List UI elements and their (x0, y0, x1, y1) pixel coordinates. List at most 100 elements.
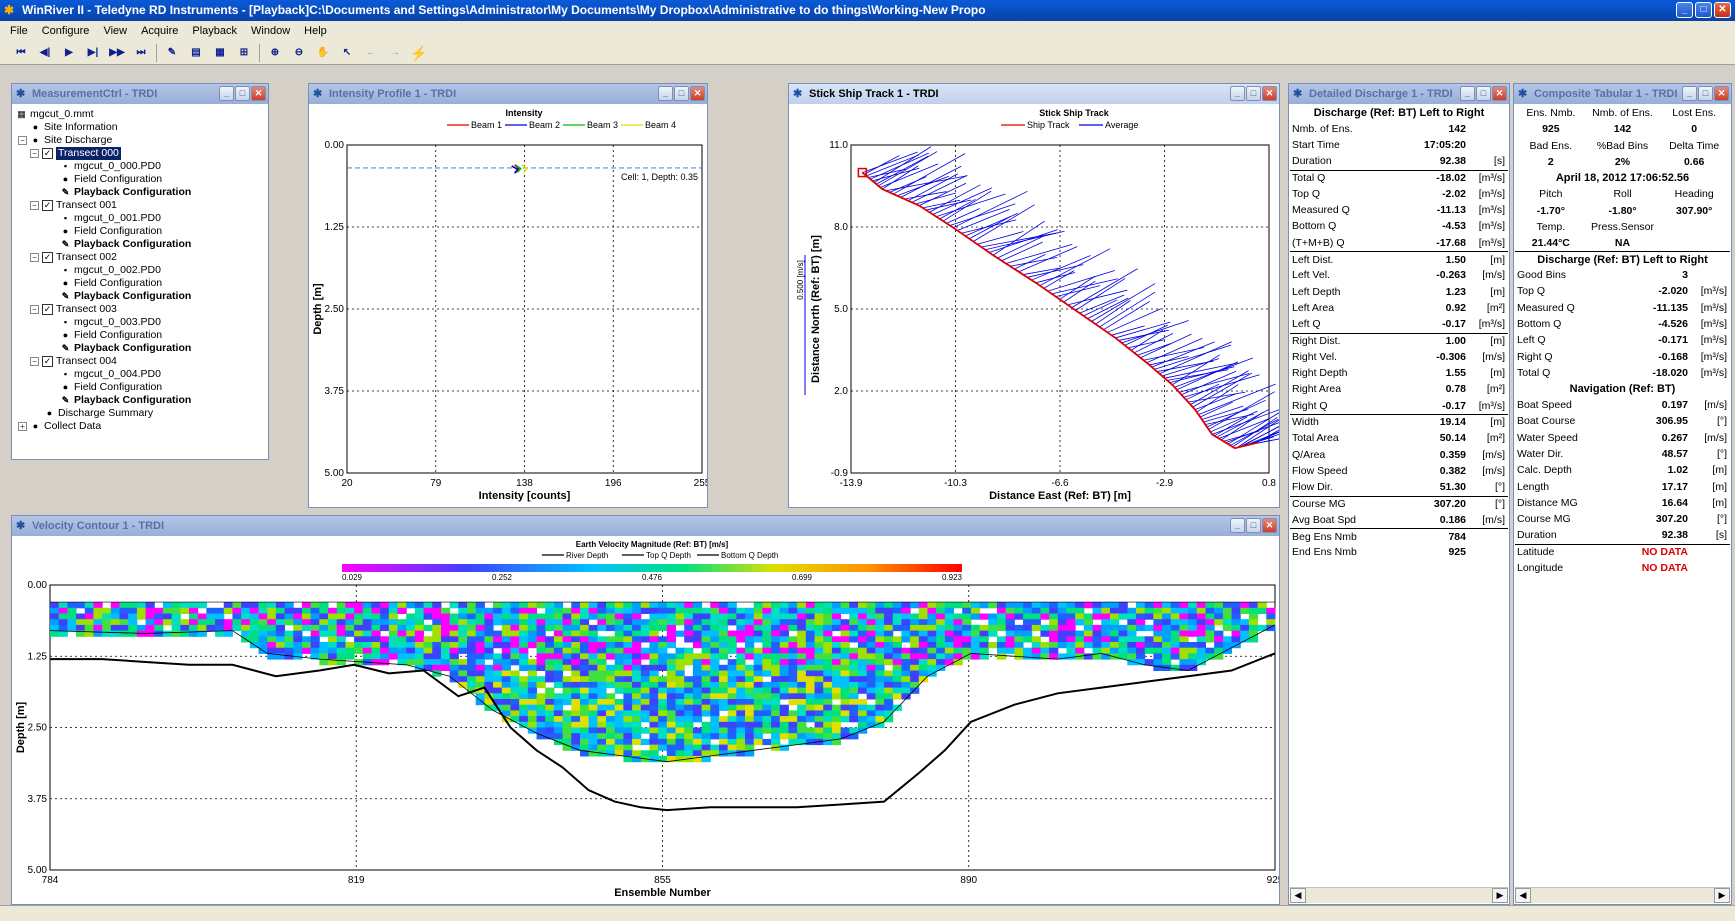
forward-arrow-icon[interactable]: → (390, 46, 400, 58)
panel-maximize-button[interactable]: □ (1476, 86, 1491, 101)
panel-maximize-button[interactable]: □ (235, 86, 250, 101)
step-forward-icon[interactable]: ▶| (87, 46, 99, 58)
transect-checkbox[interactable]: ✓ (42, 200, 53, 211)
panel-close-button[interactable]: ✕ (1492, 86, 1507, 101)
intensity-panel-title[interactable]: ✱ Intensity Profile 1 - TRDI _ □ ✕ (309, 84, 707, 104)
grid-icon[interactable]: ⊞ (239, 46, 249, 58)
tree-item-field-configuration[interactable]: ● Field Configuration (16, 225, 266, 238)
menu-acquire[interactable]: Acquire (141, 25, 179, 37)
menu-window[interactable]: Window (251, 25, 291, 37)
close-button[interactable]: ✕ (1714, 2, 1731, 18)
pointer-icon[interactable]: ↖ (342, 46, 352, 58)
lightning-icon[interactable]: ⚡ (410, 44, 428, 61)
velocity-contour-chart[interactable]: Earth Velocity Magnitude (Ref: BT) [m/s]… (12, 537, 1279, 904)
tree-item-mmt-file[interactable]: ▦ mgcut_0.mmt (17, 108, 94, 120)
panel-close-button[interactable]: ✕ (1262, 86, 1277, 101)
panel-minimize-button[interactable]: _ (1230, 518, 1245, 533)
step-back-icon[interactable]: ◀| (39, 46, 51, 58)
collapse-icon[interactable]: − (30, 253, 39, 262)
zoom-in-icon[interactable]: ⊕ (270, 46, 280, 58)
menu-configure[interactable]: Configure (41, 25, 90, 37)
panel-close-button[interactable]: ✕ (690, 86, 705, 101)
velocity-panel-title[interactable]: ✱ Velocity Contour 1 - TRDI _ □ ✕ (12, 516, 1279, 536)
tree-item-site-discharge[interactable]: − ● Site Discharge (16, 134, 266, 147)
transect-checkbox[interactable]: ✓ (42, 148, 53, 159)
pan-hand-icon[interactable]: ✋ (316, 46, 330, 58)
collapse-icon[interactable]: − (30, 201, 39, 210)
tree-item-collect-data[interactable]: + ● Collect Data (16, 420, 266, 433)
horizontal-scrollbar[interactable]: ◀ ▶ (1515, 887, 1730, 903)
tree-item-playback-configuration[interactable]: ✎ Playback Configuration (61, 290, 192, 302)
tree-item-pd0-file[interactable]: ▪ mgcut_0_000.PD0 (16, 160, 266, 173)
tree-item-discharge-summary[interactable]: ● Discharge Summary (16, 407, 266, 420)
menu-playback[interactable]: Playback (192, 25, 238, 37)
play-icon[interactable]: ▶ (65, 46, 73, 58)
tree-item-field-configuration[interactable]: ● Field Configuration (16, 329, 266, 342)
scroll-right-icon[interactable]: ▶ (1714, 888, 1730, 903)
menu-help[interactable]: Help (304, 25, 327, 37)
horizontal-scrollbar[interactable]: ◀ ▶ (1290, 887, 1508, 903)
scroll-left-icon[interactable]: ◀ (1515, 888, 1531, 903)
panel-minimize-button[interactable]: _ (1682, 86, 1697, 101)
collapse-icon[interactable]: − (30, 149, 39, 158)
collapse-icon[interactable]: − (30, 357, 39, 366)
transect-checkbox[interactable]: ✓ (42, 252, 53, 263)
transect-checkbox[interactable]: ✓ (42, 356, 53, 367)
panel-maximize-button[interactable]: □ (1246, 518, 1261, 533)
collapse-icon[interactable]: − (30, 305, 39, 314)
velocity-cell (232, 607, 242, 614)
stick-panel-title[interactable]: ✱ Stick Ship Track 1 - TRDI _ □ ✕ (789, 84, 1279, 104)
panel-minimize-button[interactable]: _ (1230, 86, 1245, 101)
tree-item-pd0-file[interactable]: ▪ mgcut_0_003.PD0 (16, 316, 266, 329)
tree-item-playback-configuration[interactable]: ✎ Playback Configuration (61, 238, 192, 250)
velocity-cell (736, 716, 746, 723)
panel-minimize-button[interactable]: _ (219, 86, 234, 101)
zoom-out-icon[interactable]: ⊖ (294, 46, 304, 58)
scroll-right-icon[interactable]: ▶ (1492, 888, 1508, 903)
scroll-left-icon[interactable]: ◀ (1290, 888, 1306, 903)
tree-item-field-configuration[interactable]: ● Field Configuration (16, 173, 266, 186)
panel-close-button[interactable]: ✕ (251, 86, 266, 101)
detailed-panel-title[interactable]: ✱ Detailed Discharge 1 - TRDI _ □ ✕ (1289, 84, 1509, 104)
tree-item-site-information[interactable]: ● Site Information (16, 121, 266, 134)
composite-panel-title[interactable]: ✱ Composite Tabular 1 - TRDI _ □ ✕ (1514, 84, 1731, 104)
tree-item-field-configuration[interactable]: ● Field Configuration (16, 277, 266, 290)
tree-item-pd0-file[interactable]: ▪ mgcut_0_004.PD0 (16, 368, 266, 381)
panel-minimize-button[interactable]: _ (658, 86, 673, 101)
velocity-cell (823, 727, 833, 734)
edit-icon[interactable]: ▦ (215, 46, 225, 58)
tree-item-playback-configuration[interactable]: ✎ Playback Configuration (61, 342, 192, 354)
expand-icon[interactable]: + (18, 422, 27, 431)
panel-maximize-button[interactable]: □ (1698, 86, 1713, 101)
tree-item-pd0-file[interactable]: ▪ mgcut_0_001.PD0 (16, 212, 266, 225)
tree-item-transect-004[interactable]: − ✓ Transect 004 (16, 355, 266, 368)
back-arrow-icon[interactable]: ← (366, 46, 376, 58)
minimize-button[interactable]: _ (1676, 2, 1693, 18)
tree-item-transect-000[interactable]: − ✓ Transect 000 (16, 147, 266, 160)
menu-file[interactable]: File (10, 25, 28, 37)
panel-maximize-button[interactable]: □ (1246, 86, 1261, 101)
panel-close-button[interactable]: ✕ (1262, 518, 1277, 533)
panel-close-button[interactable]: ✕ (1714, 86, 1729, 101)
marker-icon[interactable]: ✎ (167, 46, 177, 58)
first-ensemble-icon[interactable]: ⏮ (16, 46, 26, 58)
measurement-panel-title[interactable]: ✱ MeasurementCtrl - TRDI _ □ ✕ (12, 84, 268, 104)
menu-view[interactable]: View (103, 25, 128, 37)
tree-item-transect-001[interactable]: − ✓ Transect 001 (16, 199, 266, 212)
fast-forward-icon[interactable]: ▶▶ (109, 46, 125, 58)
maximize-button[interactable]: □ (1695, 2, 1712, 18)
panel-minimize-button[interactable]: _ (1460, 86, 1475, 101)
tree-item-field-configuration[interactable]: ● Field Configuration (16, 381, 266, 394)
collapse-icon[interactable]: − (18, 136, 27, 145)
tree-item-transect-003[interactable]: − ✓ Transect 003 (16, 303, 266, 316)
tree-item-playback-configuration[interactable]: ✎ Playback Configuration (61, 186, 192, 198)
properties-icon[interactable]: ▤ (191, 46, 201, 58)
last-ensemble-icon[interactable]: ⏭ (136, 46, 146, 58)
transect-checkbox[interactable]: ✓ (42, 304, 53, 315)
tree-item-playback-configuration[interactable]: ✎ Playback Configuration (61, 394, 192, 406)
tree-item-pd0-file[interactable]: ▪ mgcut_0_002.PD0 (16, 264, 266, 277)
panel-maximize-button[interactable]: □ (674, 86, 689, 101)
tree-item-transect-002[interactable]: − ✓ Transect 002 (16, 251, 266, 264)
